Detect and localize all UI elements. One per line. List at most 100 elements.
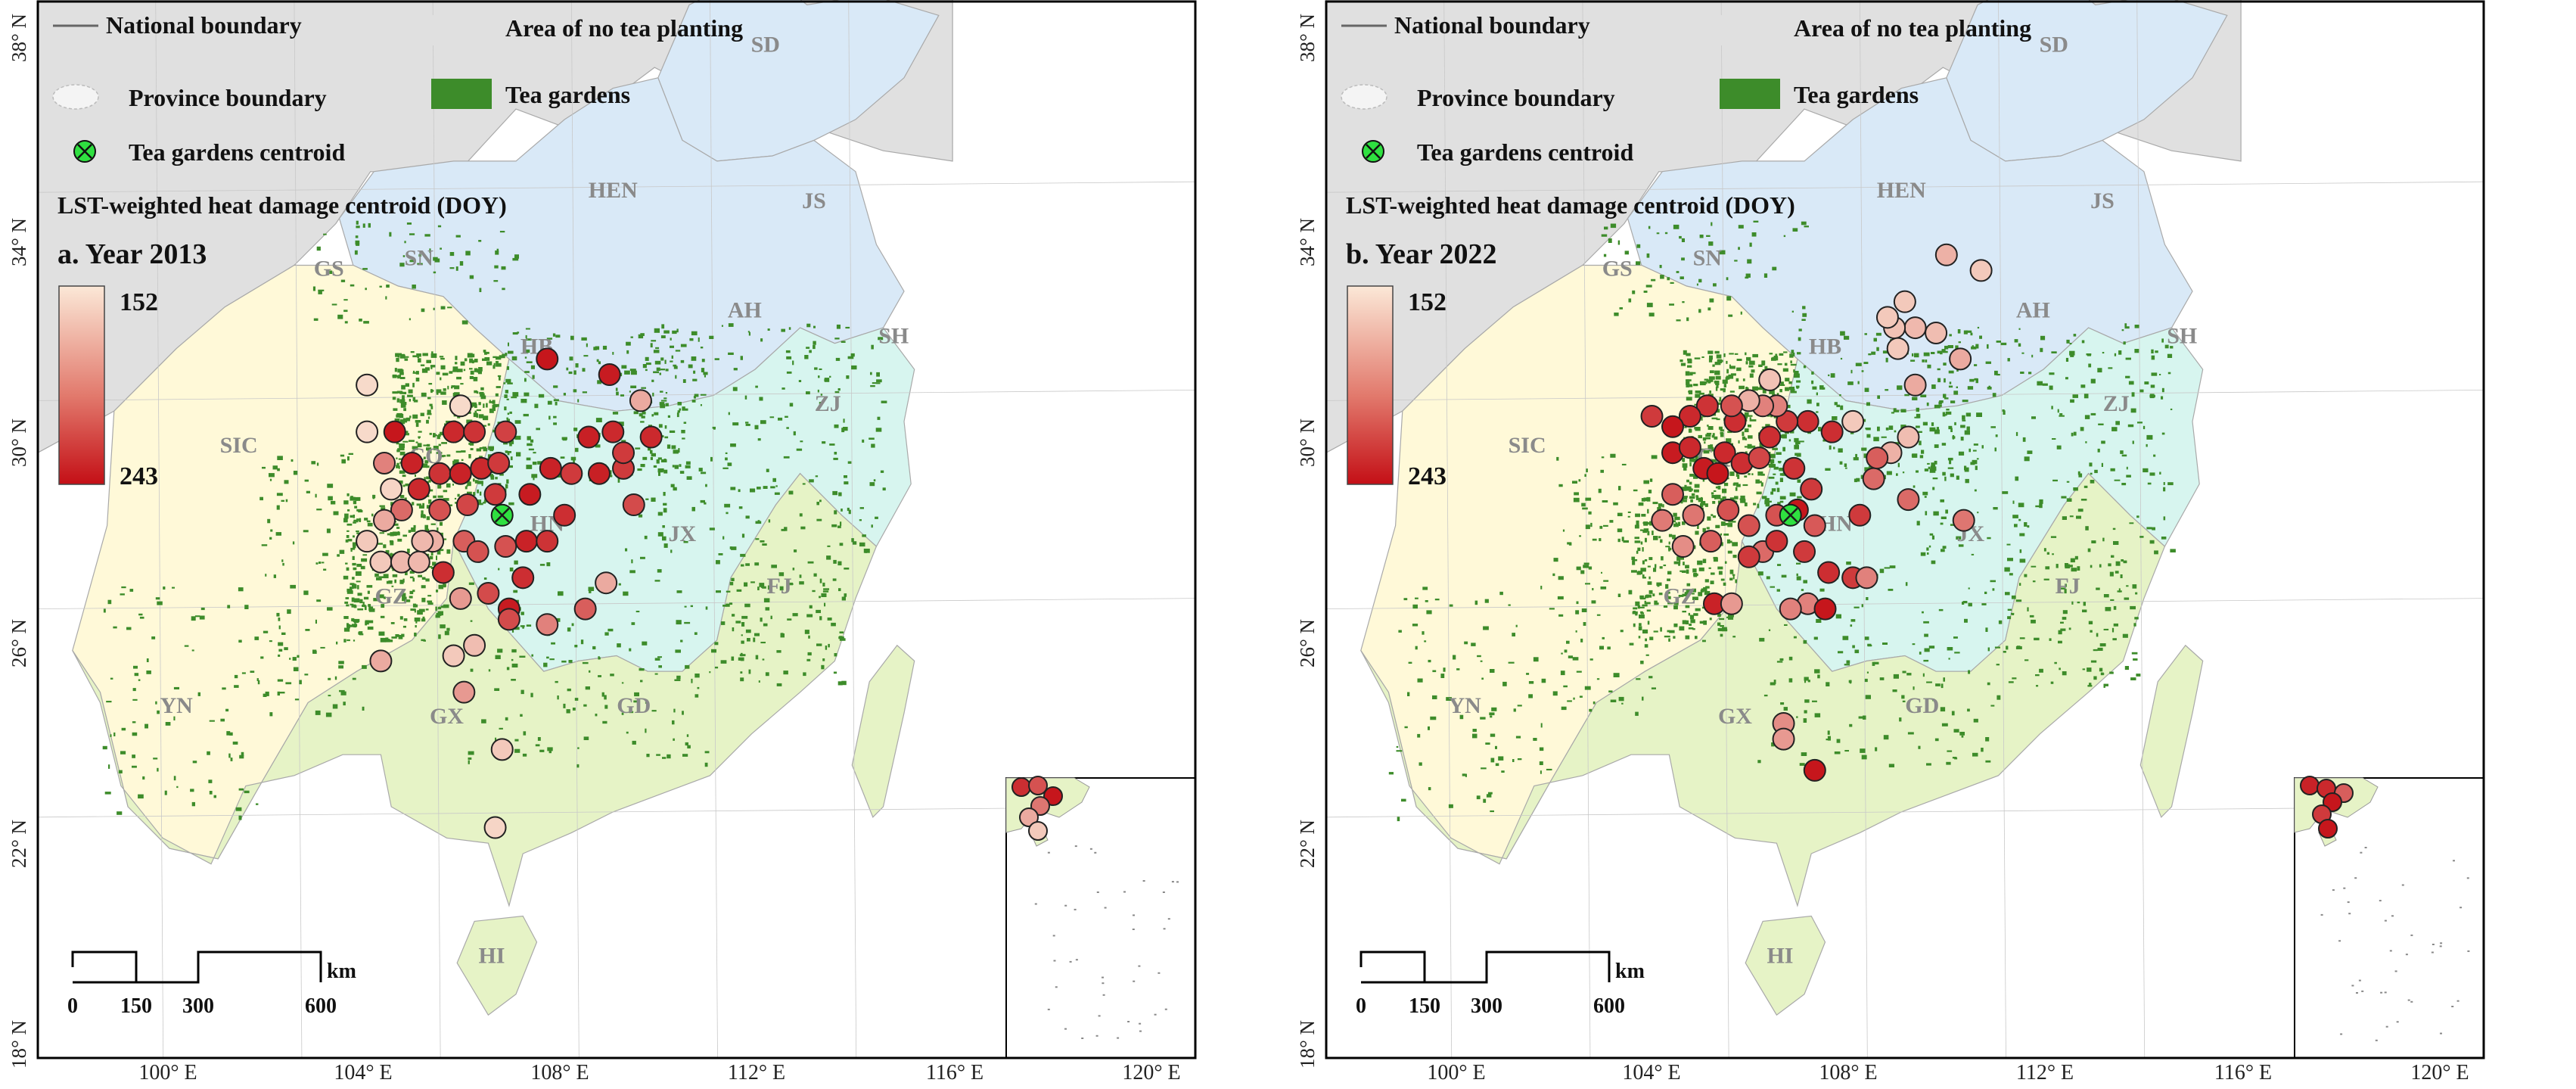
parallel-line [37,806,1196,818]
inset-islet [1089,848,1092,850]
tea-garden-patch [1512,633,1515,636]
tea-garden-patch [207,751,210,755]
tea-garden-patch [1735,378,1739,382]
heat-damage-point [601,420,625,443]
tea-garden-patch [1715,381,1720,385]
tea-garden-patch [555,680,558,683]
tea-garden-patch [1533,657,1539,662]
tea-garden-patch [262,466,266,469]
tea-garden-patch [1932,487,1935,490]
tea-garden-patch [501,266,506,270]
heat-damage-point [536,530,559,553]
tea-garden-patch [527,436,531,440]
tea-garden-patch [733,368,738,371]
tea-garden-patch [673,364,677,367]
tea-garden-patch [2143,468,2149,473]
tea-garden-patch [1572,657,1579,661]
tea-garden-patch [385,639,390,643]
tea-garden-patch [1593,701,1596,705]
tea-garden-patch [847,461,852,464]
tea-garden-patch [1784,362,1788,366]
tea-garden-patch [700,404,702,406]
tea-garden-patch [452,366,458,371]
tea-garden-patch [1680,362,1686,366]
tea-garden-patch [379,505,385,507]
tea-garden-patch [353,535,355,538]
tea-garden-patch [822,582,825,587]
tea-garden-patch [2050,536,2057,538]
tea-garden-patch [1822,339,1824,343]
tea-garden-patch [1635,711,1639,716]
tea-garden-patch [1698,497,1703,502]
tea-garden-patch [352,542,356,546]
tea-garden-patch [1904,394,1909,397]
tea-garden-patch [2012,677,2017,680]
tea-garden-patch [353,500,357,505]
tea-garden-patch [2099,667,2103,672]
tea-garden-patch [1948,425,1953,430]
tea-garden-patch [399,413,404,418]
tea-garden-patch [2131,392,2135,397]
tea-garden-patch [806,391,810,395]
tea-garden-patch [1855,362,1862,366]
tea-garden-patch [1885,357,1888,362]
tea-garden-patch [1974,378,1978,381]
tea-garden-patch [1981,603,1987,605]
tea-garden-patch [1757,387,1763,390]
tea-garden-patch [2027,525,2030,528]
tea-garden-patch [1693,384,1698,387]
tea-garden-patch [322,552,328,556]
tea-garden-patch [2096,633,2099,637]
tea-garden-patch [1643,497,1648,501]
tea-garden-patch [1864,467,1870,471]
tea-garden-patch [1968,602,1972,607]
tea-garden-patch [1979,335,1982,339]
tea-garden-patch [421,514,425,518]
tea-garden-patch [1804,710,1807,714]
tea-garden-patch [1742,436,1745,440]
tea-garden-patch [351,618,355,622]
tea-garden-patch [788,582,793,586]
tea-garden-patch [1665,593,1669,598]
tea-garden-patch [1704,378,1709,381]
tea-garden-patch [1957,329,1961,334]
tea-garden-patch [433,257,438,261]
tea-garden-patch [726,603,730,607]
tea-garden-patch [1660,539,1663,543]
tea-garden-patch [1713,283,1717,287]
tea-garden-patch [1948,385,1953,388]
tea-garden-patch [2069,343,2072,345]
tea-garden-patch [776,650,782,653]
tea-garden-patch [173,716,176,720]
tea-garden-patch [2090,378,2096,384]
tea-garden-patch [658,424,663,428]
heat-damage-point [1717,498,1740,521]
tea-garden-patch [604,705,608,709]
tea-garden-patch [1782,368,1788,372]
tea-garden-patch [353,639,356,642]
tea-garden-patch [1968,670,1971,674]
inset-islet [1081,1038,1084,1039]
lat-tick-label: 18° N [1296,1020,1319,1069]
tea-garden-patch [2146,527,2152,530]
tea-garden-patch [454,497,457,499]
tea-garden-patch [1932,699,1935,702]
tea-garden-patch [1667,630,1670,633]
tea-garden-patch [461,450,466,453]
tea-garden-patch [755,655,759,660]
tea-garden-patch [839,636,843,638]
tea-garden-patch [1717,566,1723,570]
tea-garden-patch [1791,350,1794,354]
tea-garden-patch [348,453,353,455]
tea-garden-patch [277,679,284,682]
tea-garden-patch [1941,516,1947,519]
province-label-sh: SH [2167,324,2197,349]
tea-garden-patch [772,478,776,482]
tea-garden-patch [278,642,284,646]
tea-garden-patch [1697,390,1701,394]
tea-garden-patch [352,562,356,566]
tea-garden-patch [383,544,387,549]
tea-garden-patch [471,360,476,362]
tea-garden-patch [838,492,842,496]
